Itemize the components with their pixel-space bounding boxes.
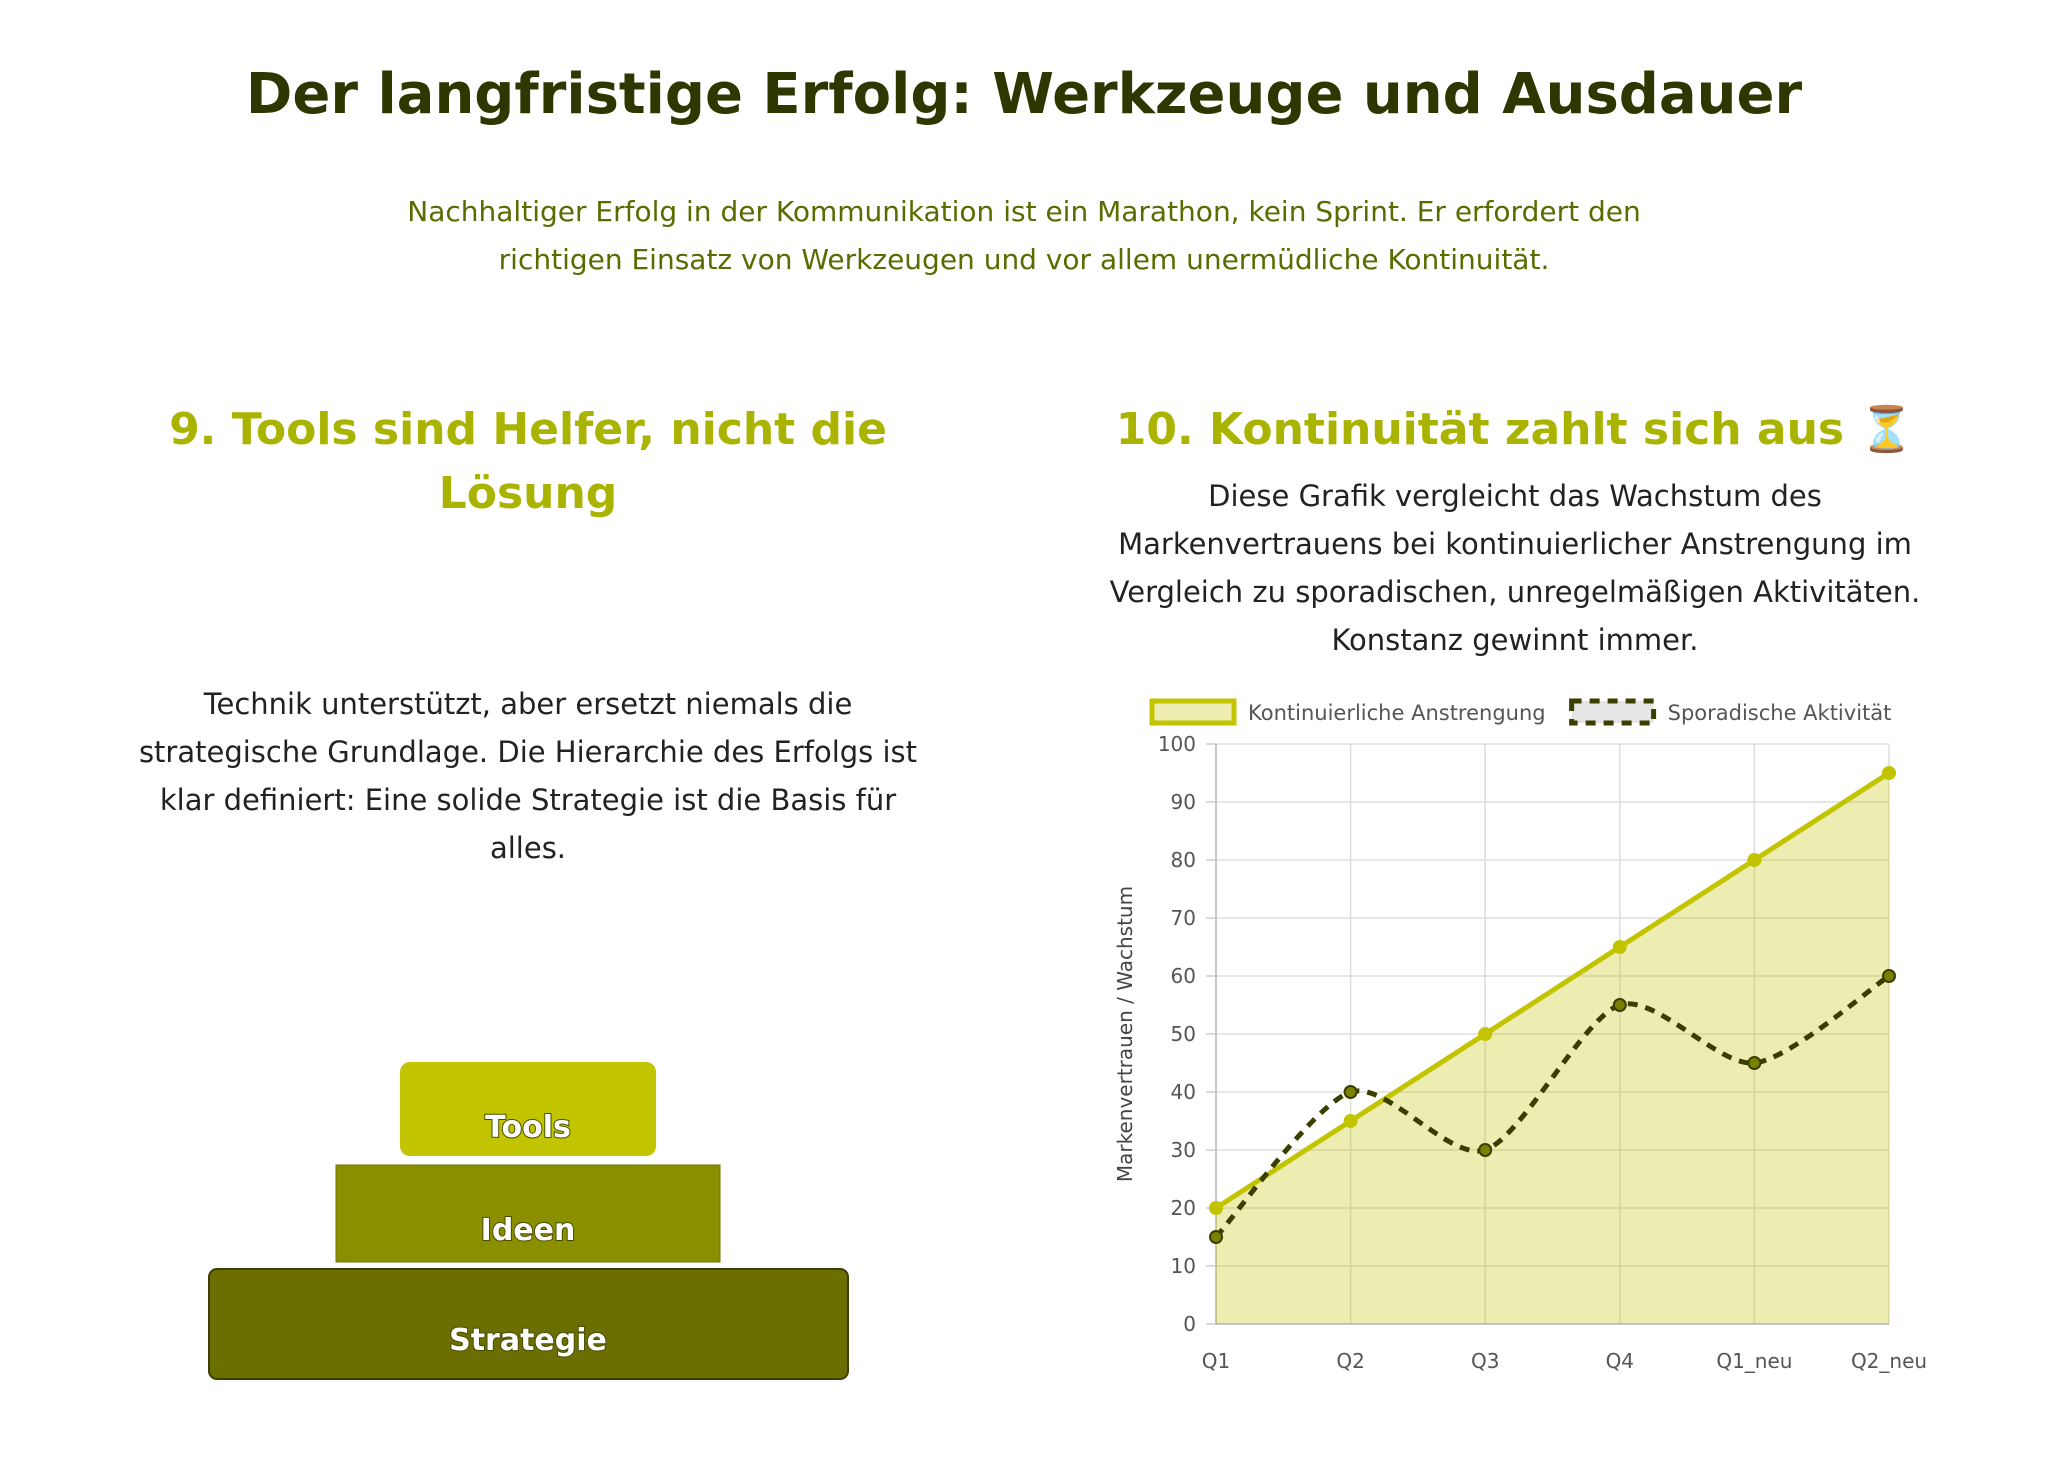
- pyramid-label: Strategie: [449, 1323, 607, 1358]
- y-tick-label: 80: [1171, 848, 1196, 872]
- point: [1478, 1143, 1493, 1157]
- point: [1343, 1114, 1358, 1128]
- y-tick-label: 0: [1183, 1312, 1196, 1336]
- x-tick-label: Q1_neu: [1716, 1349, 1792, 1373]
- x-tick-label: Q1: [1202, 1349, 1230, 1373]
- legend-label: Kontinuierliche Anstrengung: [1248, 701, 1546, 725]
- legend-label: Sporadische Aktivität: [1668, 701, 1892, 725]
- y-tick-label: 70: [1171, 906, 1196, 930]
- point: [1882, 969, 1896, 983]
- y-tick-label: 10: [1171, 1254, 1196, 1278]
- point: [1747, 853, 1762, 867]
- legend-swatch: [1149, 698, 1237, 726]
- x-tick-label: Q2: [1336, 1349, 1364, 1373]
- line: [1214, 770, 1891, 1211]
- y-axis-label: Markenvertrauen / Wachstum: [1113, 886, 1137, 1182]
- y-tick-label: 30: [1171, 1138, 1196, 1162]
- section-heading: 9. Tools sind Helfer, nicht die Lösung: [169, 404, 887, 519]
- x-tick-label: Q4: [1606, 1349, 1634, 1373]
- section-text: Diese Grafik vergleicht das Wachstum des…: [1109, 479, 1921, 657]
- y-tick-label: 100: [1158, 732, 1196, 756]
- y-tick-label: 60: [1171, 964, 1196, 988]
- chart: 0 10 20 30 40 50 60 70 80 90 100 Q1 Q2 Q3 Q4 Q1_neu Q2_n…: [1113, 698, 1927, 1373]
- section-heading: 10. Kontinuität zahlt sich aus ⏳: [1115, 404, 1915, 455]
- pyramid-level: [208, 1268, 849, 1380]
- y-tick-label: 20: [1171, 1196, 1196, 1220]
- point: [1747, 1056, 1762, 1070]
- x-tick-label: Q2_neu: [1851, 1349, 1927, 1373]
- section-text: Technik unterstützt, aber ersetzt niemal…: [138, 687, 918, 865]
- x-tick-label: Q3: [1471, 1349, 1499, 1373]
- page-subtitle: Nachhaltiger Erfolg in der Kommunikation…: [407, 195, 1641, 276]
- pyramid-label: Tools: [485, 1110, 571, 1145]
- pyramid-label: Ideen: [481, 1213, 576, 1248]
- legend-swatch: [1569, 698, 1657, 726]
- point: [1209, 1230, 1223, 1244]
- point: [1882, 766, 1896, 780]
- point: [1612, 998, 1627, 1012]
- y-tick-label: 40: [1171, 1080, 1196, 1104]
- point: [1612, 940, 1627, 954]
- area-fill: [1216, 773, 1889, 1324]
- pyramid-level: [400, 1062, 656, 1156]
- point: [1478, 1027, 1493, 1041]
- point: [1209, 1201, 1223, 1215]
- y-tick-label: 90: [1171, 790, 1196, 814]
- point: [1343, 1085, 1358, 1099]
- y-tick-label: 50: [1171, 1022, 1196, 1046]
- page-title: Der langfristige Erfolg: Werkzeuge und A…: [245, 62, 1803, 127]
- pyramid-level: [335, 1164, 721, 1263]
